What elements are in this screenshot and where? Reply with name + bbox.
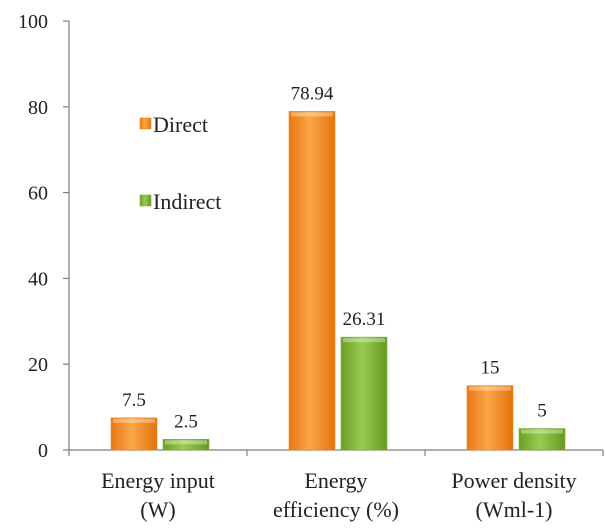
- bar-indirect-1: [340, 336, 388, 451]
- bar-bevel-highlight: [521, 429, 563, 434]
- axes-layer: 0 20 40 60 80 100: [18, 11, 604, 462]
- bar-bevel-highlight: [469, 386, 511, 391]
- x-category-label-line: (Wml-1): [476, 497, 553, 522]
- x-category-label: Power density (Wml-1): [451, 468, 576, 522]
- data-label-indirect: 5: [537, 401, 547, 422]
- legend-swatch-direct: [139, 117, 152, 130]
- x-category-label: Energy input (W): [101, 468, 215, 522]
- data-label-indirect: 26.31: [343, 309, 386, 330]
- x-category-label-line: Energy input: [101, 468, 215, 493]
- y-tick-label: 80: [28, 97, 48, 119]
- y-tick-label: 0: [38, 440, 48, 462]
- data-label-indirect: 2.5: [174, 411, 198, 432]
- data-label-direct: 78.94: [291, 83, 334, 104]
- x-category-label-line: efficiency (%): [273, 497, 399, 522]
- x-category-label: Energy efficiency (%): [273, 468, 399, 522]
- legend-swatch-indirect: [139, 194, 152, 207]
- x-category-label-line: Energy: [304, 468, 367, 493]
- data-label-direct: 15: [481, 358, 500, 379]
- data-label-direct: 7.5: [122, 390, 146, 411]
- bar-bevel-highlight: [291, 112, 333, 117]
- y-tick-label: 40: [28, 268, 48, 290]
- bar-direct-1: [288, 111, 336, 451]
- bar-indirect-0: [162, 438, 210, 451]
- legend-label-direct: Direct: [153, 112, 208, 137]
- legend-label-indirect: Indirect: [153, 189, 221, 214]
- y-tick-label: 20: [28, 354, 48, 376]
- bar-direct-0: [110, 417, 158, 451]
- y-tick-label: 60: [28, 183, 48, 205]
- y-tick-label: 100: [18, 11, 48, 33]
- bar-bevel-highlight: [113, 418, 155, 423]
- x-category-label-line: Power density: [451, 468, 576, 493]
- bar-bevel-highlight: [165, 440, 207, 445]
- bar-direct-2: [466, 385, 514, 451]
- bar-bevel-highlight: [343, 338, 385, 343]
- bar-indirect-2: [518, 428, 566, 451]
- x-category-label-line: (W): [140, 497, 175, 522]
- labels-layer: Energy input (W) Energy efficiency (%) Power…: [101, 83, 577, 522]
- bars-layer: [110, 111, 566, 451]
- legend: Direct Indirect: [139, 112, 221, 214]
